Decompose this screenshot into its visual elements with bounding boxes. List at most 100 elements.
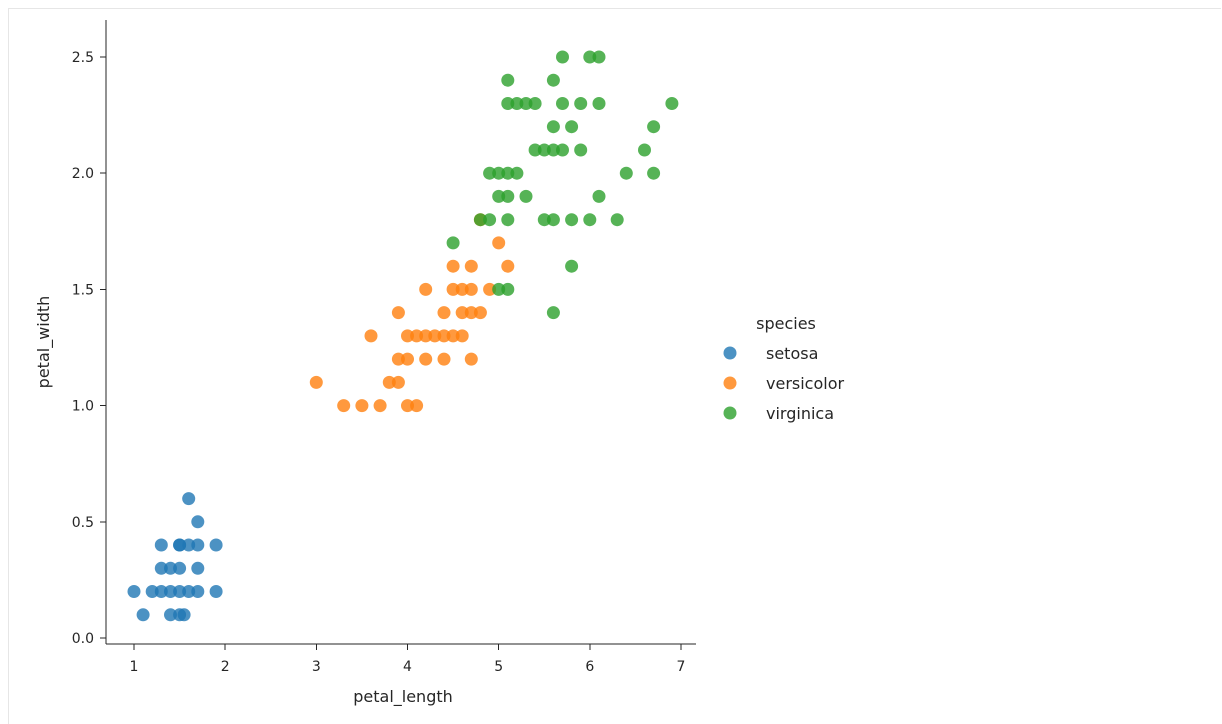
virginica-point	[501, 189, 515, 203]
y-ticks: 0.0 0.5 1.0 1.5 2.0 2.5	[72, 50, 106, 647]
setosa-point	[191, 561, 205, 575]
y-tick-label: 2.0	[72, 166, 94, 182]
y-axis-label: petal_width	[34, 296, 54, 389]
virginica-point	[528, 97, 542, 110]
versicolor-point	[391, 375, 405, 389]
setosa-point	[191, 515, 205, 529]
versicolor-point	[473, 306, 487, 320]
virginica-point	[592, 50, 606, 64]
virginica-point	[473, 213, 487, 227]
series-versicolor	[309, 213, 515, 413]
legend-label-setosa: setosa	[766, 344, 818, 363]
virginica-point	[528, 143, 542, 157]
setosa-point	[182, 538, 196, 552]
setosa-point	[191, 538, 205, 552]
y-tick-label: 1.5	[72, 282, 94, 298]
virginica-point	[574, 143, 588, 157]
chart-frame	[8, 8, 1221, 724]
x-tick-label: 6	[585, 659, 594, 675]
legend-title: species	[756, 314, 816, 333]
versicolor-point	[419, 329, 433, 343]
versicolor-point	[391, 306, 405, 320]
virginica-point	[446, 236, 460, 250]
series-virginica	[446, 50, 679, 320]
versicolor-point	[464, 352, 478, 366]
virginica-point	[501, 97, 515, 110]
points-layer	[127, 50, 679, 622]
setosa-point	[136, 608, 150, 622]
versicolor-point	[501, 259, 515, 273]
virginica-point	[583, 50, 597, 64]
virginica-point	[546, 143, 560, 157]
virginica-point	[501, 73, 515, 87]
virginica-point	[556, 97, 569, 110]
legend-entries: setosa versicolor virginica	[723, 344, 844, 423]
x-tick-label: 2	[221, 659, 230, 675]
versicolor-point	[419, 282, 433, 296]
setosa-point	[164, 561, 177, 575]
virginica-point	[574, 97, 588, 110]
x-ticks: 1 2 3 4 5 6 7	[130, 644, 686, 675]
x-tick-label: 4	[403, 659, 412, 675]
virginica-point	[483, 166, 497, 180]
versicolor-point	[455, 282, 469, 296]
virginica-point	[510, 97, 524, 110]
versicolor-point	[446, 259, 460, 273]
versicolor-point	[428, 329, 442, 343]
versicolor-point	[446, 329, 460, 343]
versicolor-point	[401, 399, 414, 413]
versicolor-point	[410, 329, 424, 343]
versicolor-point	[391, 352, 405, 366]
virginica-point	[519, 97, 533, 110]
virginica-point	[492, 166, 506, 180]
virginica-point	[556, 143, 569, 157]
versicolor-point	[483, 282, 497, 296]
virginica-point	[537, 213, 551, 227]
setosa-point	[164, 585, 177, 598]
virginica-point	[501, 213, 515, 227]
virginica-point	[492, 189, 506, 203]
virginica-point	[501, 166, 515, 180]
legend-label-versicolor: versicolor	[766, 374, 844, 393]
setosa-point	[182, 585, 196, 598]
virginica-point	[556, 50, 569, 64]
virginica-point	[510, 166, 524, 180]
setosa-point	[191, 585, 205, 598]
x-tick-label: 7	[677, 659, 686, 675]
virginica-point	[501, 282, 515, 296]
versicolor-point	[455, 306, 469, 320]
versicolor-point	[437, 329, 451, 343]
virginica-point	[546, 120, 560, 134]
virginica-point	[565, 259, 579, 273]
legend-marker-setosa	[723, 346, 737, 360]
virginica-point	[483, 213, 497, 227]
legend: species setosa versicolor virginica	[723, 314, 844, 423]
virginica-point	[610, 213, 624, 227]
virginica-point	[665, 97, 679, 110]
virginica-point	[519, 189, 533, 203]
versicolor-point	[446, 282, 460, 296]
setosa-point	[127, 585, 141, 598]
setosa-point	[154, 585, 168, 598]
versicolor-point	[492, 236, 506, 250]
setosa-point	[154, 561, 168, 575]
y-tick-label: 0.0	[72, 631, 94, 647]
virginica-point	[619, 166, 633, 180]
setosa-point	[164, 608, 177, 622]
versicolor-point	[401, 329, 414, 343]
legend-label-virginica: virginica	[766, 404, 834, 423]
x-tick-label: 1	[130, 659, 139, 675]
setosa-point	[177, 608, 191, 622]
virginica-point	[592, 189, 606, 203]
versicolor-point	[355, 399, 369, 413]
x-tick-label: 3	[312, 659, 321, 675]
versicolor-point	[437, 352, 451, 366]
x-tick-label: 5	[494, 659, 503, 675]
y-tick-label: 0.5	[72, 515, 94, 531]
setosa-point	[173, 538, 187, 552]
setosa-point	[209, 538, 223, 552]
virginica-point	[647, 166, 661, 180]
setosa-point	[173, 561, 187, 575]
versicolor-point	[437, 306, 451, 320]
versicolor-point	[455, 329, 469, 343]
